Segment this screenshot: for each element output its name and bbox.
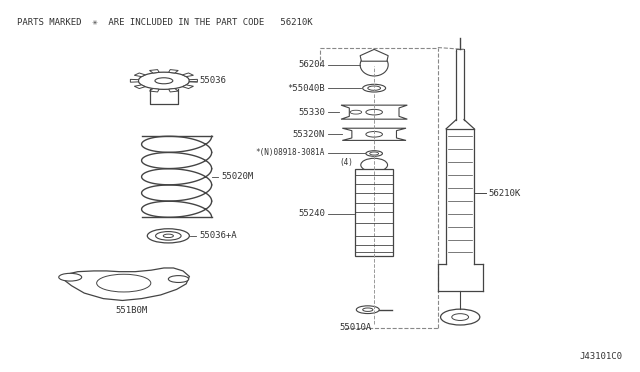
- Ellipse shape: [59, 273, 82, 281]
- Polygon shape: [360, 49, 388, 61]
- Polygon shape: [169, 89, 179, 92]
- Ellipse shape: [452, 314, 468, 320]
- Ellipse shape: [363, 84, 386, 92]
- Ellipse shape: [366, 132, 383, 137]
- Ellipse shape: [163, 234, 173, 238]
- Ellipse shape: [370, 152, 379, 155]
- Text: 56204: 56204: [298, 60, 325, 70]
- Polygon shape: [150, 89, 159, 92]
- Ellipse shape: [147, 229, 189, 243]
- Ellipse shape: [156, 231, 181, 240]
- Text: 55036: 55036: [199, 76, 226, 85]
- Text: 551B0M: 551B0M: [116, 306, 148, 315]
- Text: 55036+A: 55036+A: [199, 231, 237, 240]
- Ellipse shape: [440, 309, 480, 325]
- Polygon shape: [150, 70, 159, 73]
- Polygon shape: [134, 85, 145, 89]
- Polygon shape: [169, 70, 179, 73]
- Text: (4): (4): [339, 157, 353, 167]
- Text: 55010A: 55010A: [339, 323, 371, 331]
- Polygon shape: [342, 128, 406, 140]
- Ellipse shape: [138, 72, 189, 89]
- Ellipse shape: [356, 306, 380, 314]
- Ellipse shape: [97, 274, 151, 292]
- Text: 55240: 55240: [298, 209, 325, 218]
- Text: 55320N: 55320N: [293, 130, 325, 139]
- Polygon shape: [182, 85, 193, 89]
- Text: *(N)08918-3081A: *(N)08918-3081A: [256, 148, 325, 157]
- Polygon shape: [134, 73, 145, 77]
- Ellipse shape: [368, 86, 381, 90]
- Ellipse shape: [155, 78, 173, 84]
- Polygon shape: [341, 105, 407, 119]
- Ellipse shape: [168, 276, 189, 282]
- Bar: [355, 169, 394, 256]
- Polygon shape: [189, 79, 197, 82]
- Polygon shape: [131, 79, 139, 82]
- Ellipse shape: [363, 308, 373, 311]
- Polygon shape: [62, 268, 189, 301]
- Polygon shape: [182, 73, 193, 77]
- Ellipse shape: [366, 151, 383, 156]
- Text: PARTS MARKED  ✳  ARE INCLUDED IN THE PART CODE   56210K: PARTS MARKED ✳ ARE INCLUDED IN THE PART …: [17, 18, 313, 27]
- Ellipse shape: [350, 110, 362, 114]
- Text: 55330: 55330: [298, 108, 325, 117]
- Ellipse shape: [366, 109, 383, 115]
- Text: *55040B: *55040B: [287, 84, 325, 93]
- Ellipse shape: [361, 158, 388, 171]
- Text: 55020M: 55020M: [221, 172, 253, 181]
- Text: 56210K: 56210K: [489, 189, 521, 198]
- Text: J43101C0: J43101C0: [580, 352, 623, 361]
- Ellipse shape: [360, 54, 388, 76]
